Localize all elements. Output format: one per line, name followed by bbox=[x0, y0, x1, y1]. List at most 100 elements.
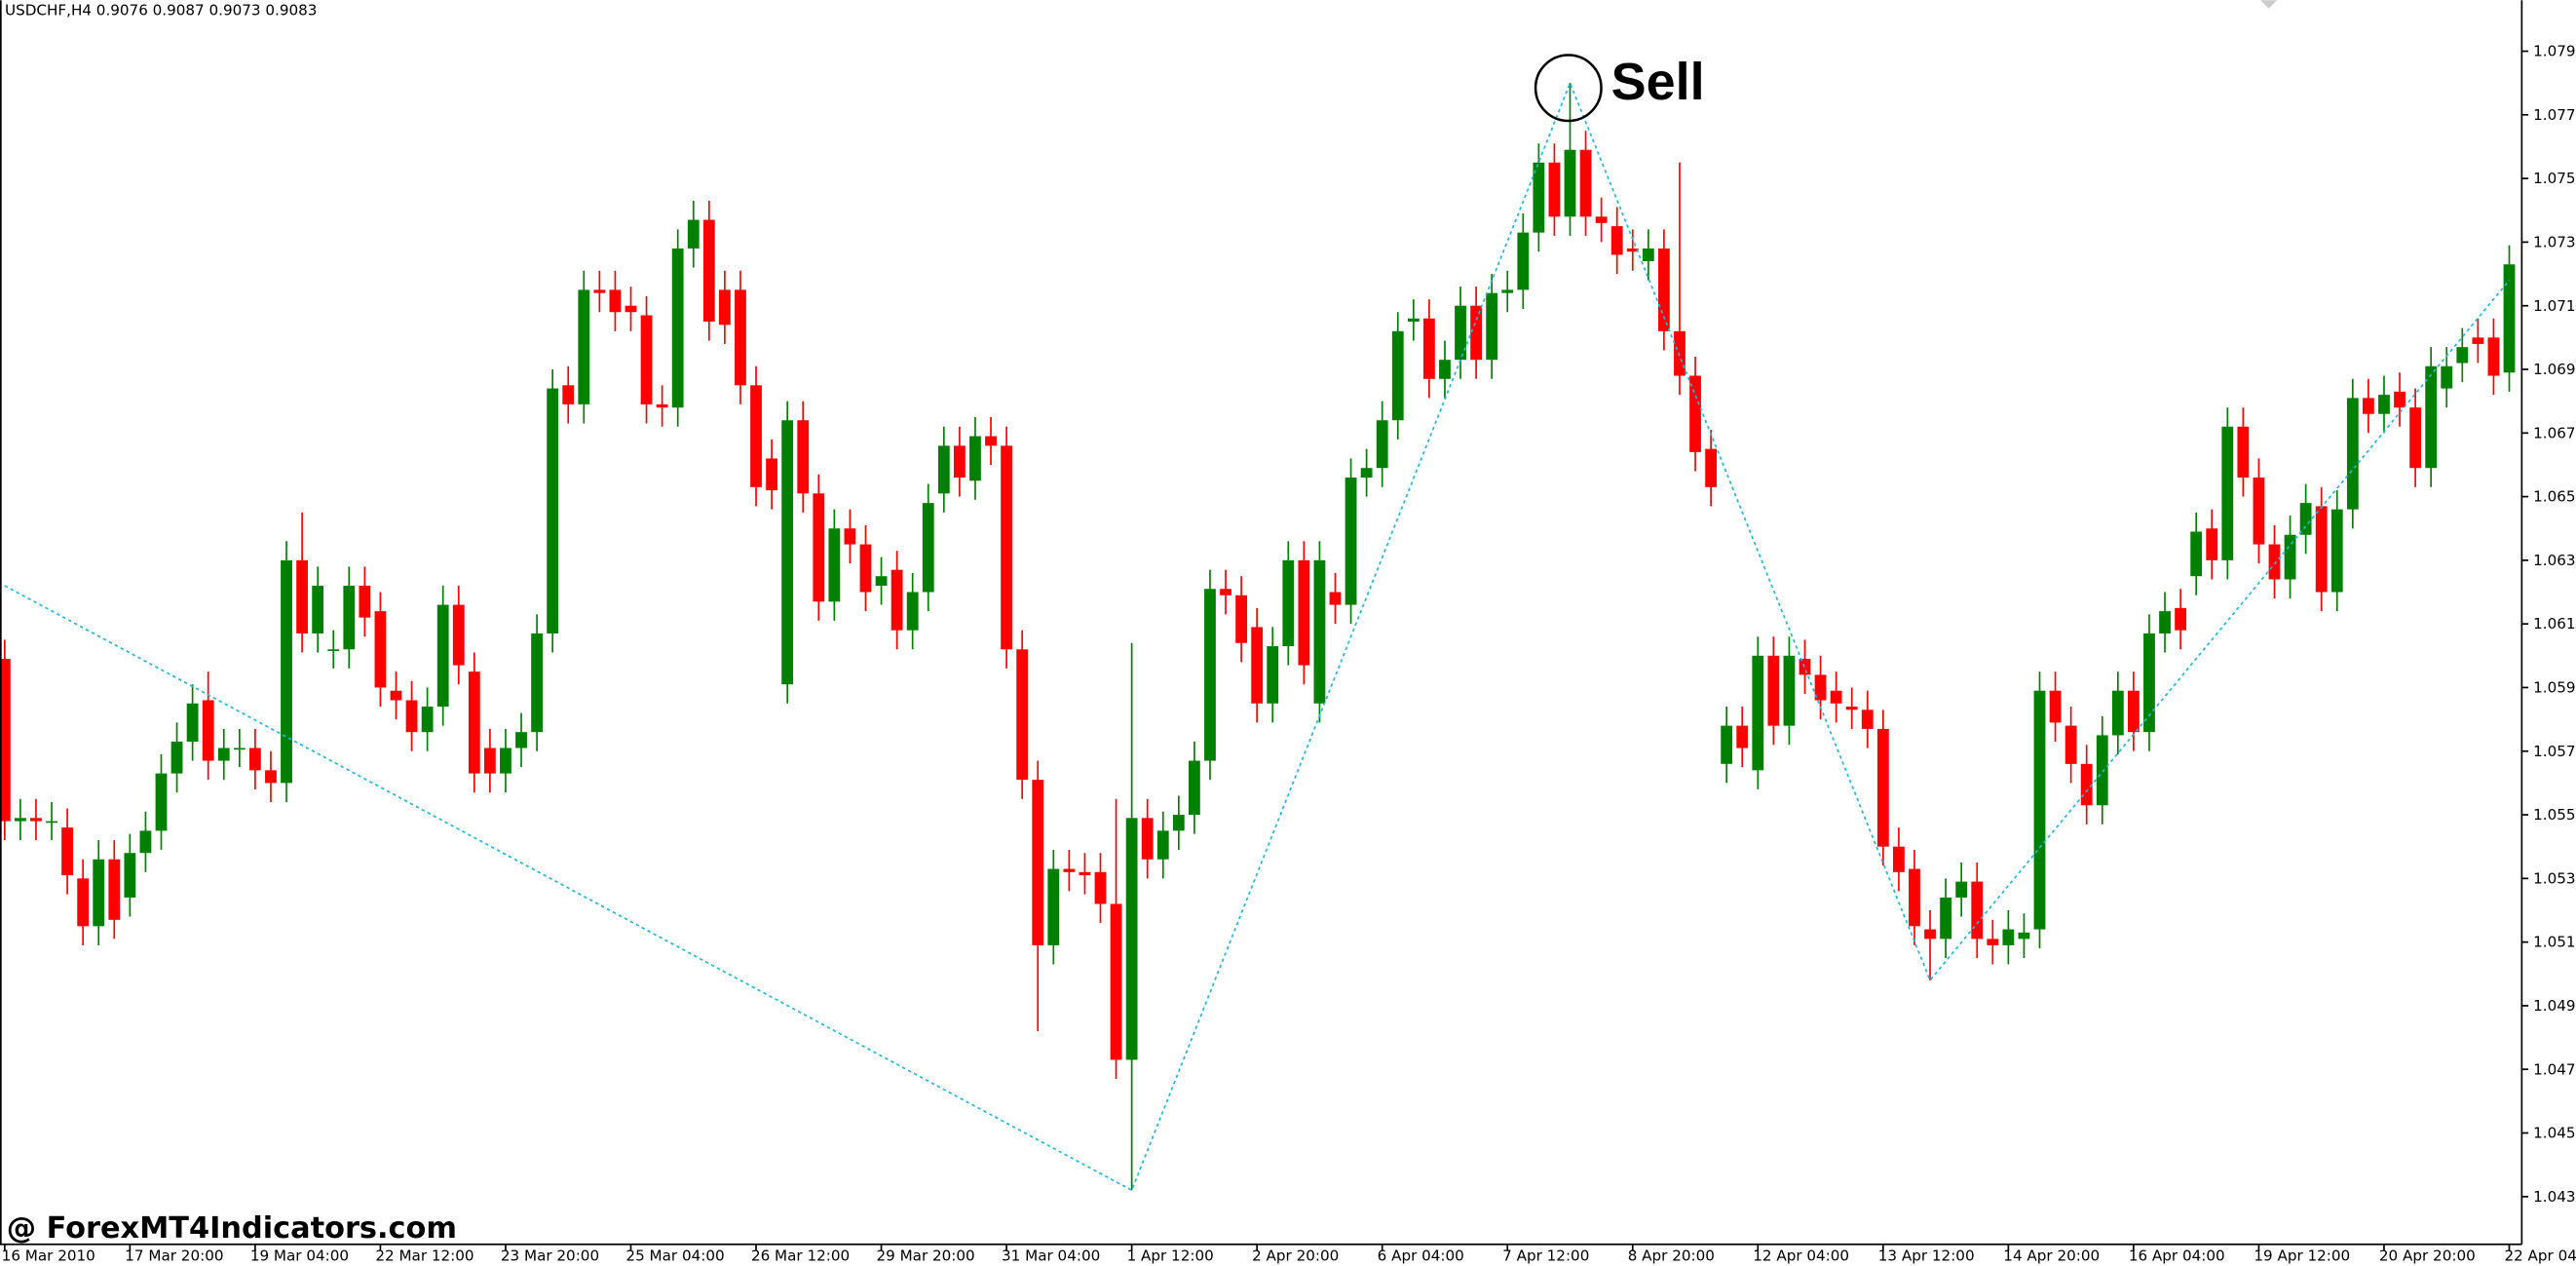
y-tick-label: 1.0575 bbox=[2533, 743, 2576, 760]
candle-body bbox=[1141, 818, 1154, 860]
candle-body bbox=[61, 827, 73, 876]
candle-body bbox=[2143, 633, 2155, 733]
candle-body bbox=[2190, 531, 2203, 577]
candle-body bbox=[1329, 592, 1342, 605]
candle-body bbox=[2096, 735, 2108, 806]
candle-body bbox=[217, 748, 230, 761]
candle-body bbox=[483, 748, 496, 774]
candle-body bbox=[2503, 264, 2516, 373]
signal-label: Sell bbox=[1611, 53, 1705, 111]
candle-body bbox=[671, 248, 684, 408]
candle-body bbox=[2237, 426, 2250, 478]
candle-body bbox=[1251, 627, 1264, 704]
x-tick-label: 22 Mar 12:00 bbox=[375, 1247, 474, 1265]
candle-body bbox=[1501, 289, 1514, 293]
candle-body bbox=[421, 707, 434, 733]
candle-body bbox=[30, 818, 42, 822]
candle-body bbox=[1422, 318, 1435, 379]
x-tick-label: 26 Mar 12:00 bbox=[751, 1247, 850, 1265]
candle-body bbox=[625, 305, 637, 313]
y-tick-label: 1.0595 bbox=[2533, 679, 2576, 697]
candle-body bbox=[1909, 868, 1920, 927]
candle-body bbox=[609, 289, 622, 313]
candle-body bbox=[139, 830, 152, 854]
candle-body bbox=[953, 445, 966, 478]
candle-body bbox=[1439, 360, 1451, 379]
x-tick-label: 31 Mar 04:00 bbox=[1002, 1247, 1100, 1265]
candle-body bbox=[343, 585, 356, 650]
x-tick-label: 19 Mar 04:00 bbox=[250, 1247, 349, 1265]
candle-body bbox=[1752, 655, 1764, 771]
y-tick-label: 1.0435 bbox=[2533, 1188, 2576, 1206]
x-tick-label: 13 Apr 12:00 bbox=[1878, 1247, 1975, 1265]
candle-body bbox=[828, 528, 841, 602]
candle-body bbox=[2394, 391, 2406, 408]
candle-body bbox=[2111, 690, 2124, 736]
candle-body bbox=[922, 503, 934, 593]
candle-body bbox=[2065, 725, 2077, 764]
candle-body bbox=[186, 703, 199, 742]
candle-body bbox=[1533, 162, 1545, 233]
candle-body bbox=[1892, 846, 1905, 872]
candle-body bbox=[2299, 503, 2312, 535]
y-tick-label: 1.0555 bbox=[2533, 806, 2576, 824]
y-tick-label: 1.0515 bbox=[2533, 934, 2576, 951]
x-tick-label: 6 Apr 04:00 bbox=[1378, 1247, 1464, 1265]
y-tick-label: 1.0755 bbox=[2533, 170, 2576, 187]
candle-body bbox=[452, 604, 465, 666]
y-tick-label: 1.0495 bbox=[2533, 997, 2576, 1015]
candle-body bbox=[1470, 305, 1482, 361]
candle-body bbox=[2253, 477, 2265, 545]
candle-body bbox=[327, 649, 340, 651]
candle-body bbox=[2033, 690, 2046, 930]
candle-body bbox=[1110, 903, 1122, 1060]
y-tick-label: 1.0655 bbox=[2533, 488, 2576, 506]
candle-body bbox=[1610, 226, 1623, 255]
candle-body bbox=[813, 493, 825, 602]
candle-body bbox=[1001, 445, 1012, 650]
candle-body bbox=[468, 671, 480, 774]
candle-body bbox=[2159, 611, 2171, 633]
candle-body bbox=[2425, 365, 2438, 469]
x-tick-label: 12 Apr 04:00 bbox=[1753, 1247, 1849, 1265]
candle-body bbox=[1579, 149, 1592, 217]
candle-body bbox=[1657, 248, 1670, 331]
candle-body bbox=[1235, 595, 1247, 643]
x-tick-label: 25 Mar 04:00 bbox=[625, 1247, 724, 1265]
y-tick-label: 1.0455 bbox=[2533, 1125, 2576, 1142]
candle-body bbox=[1282, 559, 1295, 647]
candle-body bbox=[312, 585, 324, 633]
candle-body bbox=[1736, 725, 1749, 748]
candle-body bbox=[1783, 655, 1796, 726]
candle-body bbox=[1674, 330, 1686, 376]
y-tick-label: 1.0775 bbox=[2533, 106, 2576, 124]
candle-body bbox=[1125, 818, 1138, 1060]
candle-body bbox=[1689, 375, 1701, 452]
candle-body bbox=[281, 559, 292, 784]
candle-body bbox=[1267, 646, 1279, 704]
x-tick-label: 22 Apr 04:00 bbox=[2504, 1247, 2576, 1265]
candle-body bbox=[1188, 760, 1200, 816]
candle-body bbox=[2268, 544, 2281, 580]
candle-body bbox=[359, 585, 371, 618]
candle-body bbox=[93, 859, 105, 927]
signal-circle bbox=[1534, 54, 1603, 123]
y-tick-label: 1.0475 bbox=[2533, 1060, 2576, 1078]
scroll-marker bbox=[2260, 0, 2278, 9]
candle-body bbox=[2378, 395, 2390, 414]
candle-body bbox=[108, 859, 121, 920]
candle-body bbox=[735, 289, 746, 386]
candle-body bbox=[1298, 559, 1310, 666]
candle-body bbox=[2018, 932, 2030, 940]
x-tick-label: 7 Apr 12:00 bbox=[1502, 1247, 1589, 1265]
candle-body bbox=[547, 388, 559, 633]
candle-body bbox=[890, 569, 903, 631]
candle-body bbox=[781, 420, 794, 685]
candle-body bbox=[1376, 420, 1388, 469]
candle-body bbox=[2049, 690, 2062, 723]
candle-body bbox=[1391, 330, 1404, 421]
y-tick-label: 1.0695 bbox=[2533, 361, 2576, 378]
candle-body bbox=[1345, 477, 1357, 605]
candle-body bbox=[531, 633, 543, 733]
